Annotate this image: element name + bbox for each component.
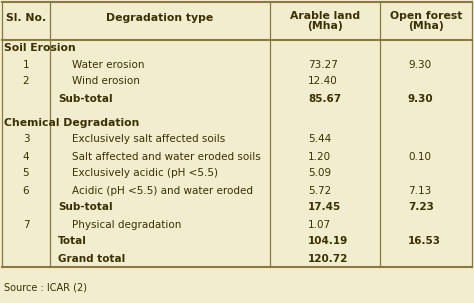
Text: 0.10: 0.10 [408,152,431,161]
Text: 3: 3 [23,135,29,145]
Text: 73.27: 73.27 [308,59,338,69]
Text: Sl. No.: Sl. No. [6,13,46,23]
Text: 5.44: 5.44 [308,135,331,145]
Text: 17.45: 17.45 [308,202,341,212]
Text: 9.30: 9.30 [408,94,434,104]
Text: 1: 1 [23,59,29,69]
Text: 120.72: 120.72 [308,254,348,264]
Text: 104.19: 104.19 [308,237,348,247]
Text: 2: 2 [23,76,29,86]
Text: 6: 6 [23,185,29,195]
Text: 7: 7 [23,219,29,229]
Text: Salt affected and water eroded soils: Salt affected and water eroded soils [72,152,261,161]
Text: 4: 4 [23,152,29,161]
Text: Sub-total: Sub-total [58,94,113,104]
Text: 5.09: 5.09 [308,168,331,178]
Text: Exclusively salt affected soils: Exclusively salt affected soils [72,135,225,145]
Text: Wind erosion: Wind erosion [72,76,140,86]
Text: Sub-total: Sub-total [58,202,113,212]
Text: 16.53: 16.53 [408,237,441,247]
Text: Grand total: Grand total [58,254,125,264]
Text: Physical degradation: Physical degradation [72,219,182,229]
Text: 1.07: 1.07 [308,219,331,229]
Text: Arable land: Arable land [290,11,360,21]
Text: Chemical Degradation: Chemical Degradation [4,118,139,128]
Text: Acidic (pH <5.5) and water eroded: Acidic (pH <5.5) and water eroded [72,185,253,195]
Text: (Mha): (Mha) [408,21,444,31]
Text: Open forest: Open forest [390,11,462,21]
Text: 9.30: 9.30 [408,59,431,69]
Text: 5: 5 [23,168,29,178]
Text: (Mha): (Mha) [307,21,343,31]
Text: Total: Total [58,237,87,247]
Text: 1.20: 1.20 [308,152,331,161]
Text: 7.13: 7.13 [408,185,431,195]
Text: 5.72: 5.72 [308,185,331,195]
Text: 7.23: 7.23 [408,202,434,212]
Text: Water erosion: Water erosion [72,59,145,69]
Text: 85.67: 85.67 [308,94,341,104]
Text: Source : ICAR (2): Source : ICAR (2) [4,283,87,293]
Text: 12.40: 12.40 [308,76,338,86]
Text: Soil Erosion: Soil Erosion [4,43,76,53]
Text: Exclusively acidic (pH <5.5): Exclusively acidic (pH <5.5) [72,168,218,178]
Text: Degradation type: Degradation type [106,13,214,23]
